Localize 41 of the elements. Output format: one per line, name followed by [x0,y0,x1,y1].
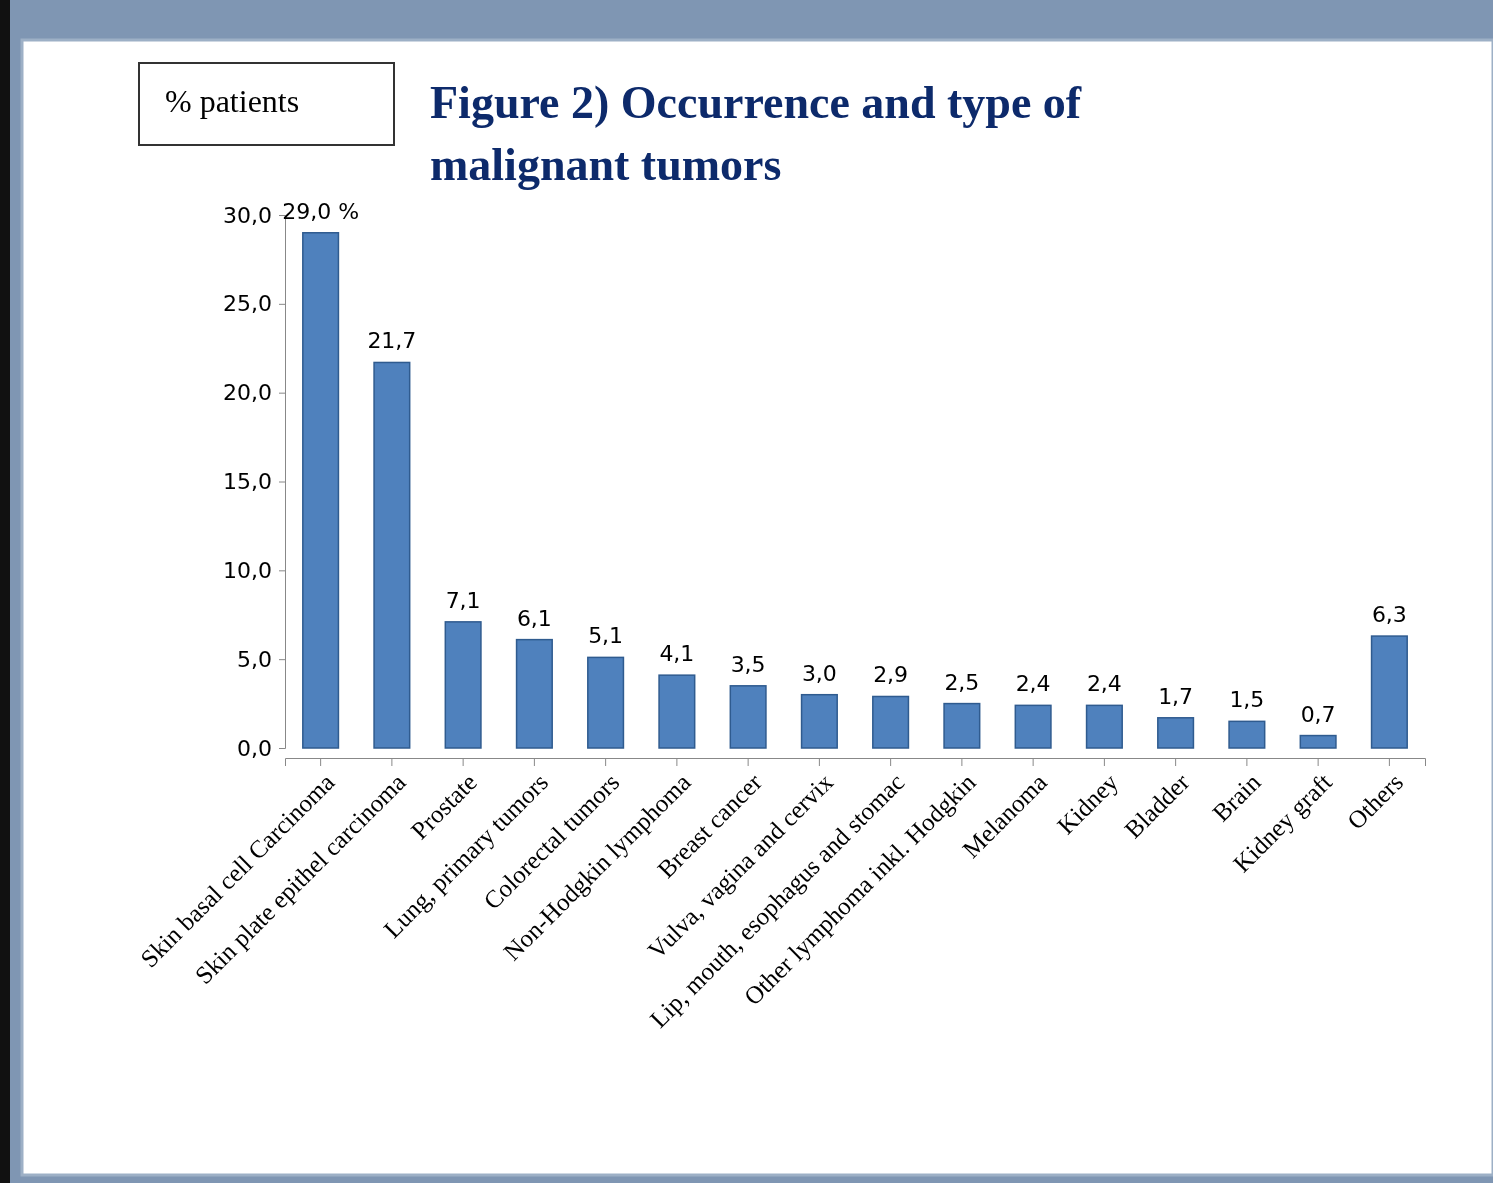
y-tick-label: 0,0 [237,735,272,761]
bar [302,232,340,749]
y-axis-title: % patients [165,83,300,119]
bar [729,685,767,749]
data-label: 1,7 [1158,683,1194,709]
bar [1228,720,1266,749]
bar [373,361,411,749]
data-label: 5,1 [588,623,624,649]
bar [1014,704,1052,749]
bar [1370,635,1408,749]
bar [515,638,553,749]
y-tick-label: 10,0 [223,557,272,583]
bar [444,621,482,749]
y-tick-label: 25,0 [223,291,272,317]
bar [1299,734,1337,749]
bar [587,656,625,749]
bar [800,693,838,749]
bar [658,674,696,749]
data-label: 2,4 [1086,671,1122,697]
y-tick-label: 30,0 [223,202,272,228]
data-label: 2,4 [1015,671,1051,697]
data-label: 6,1 [516,605,552,631]
data-label: 3,0 [801,660,837,686]
data-label: 1,5 [1229,687,1265,713]
bar [943,702,981,749]
y-tick-label: 5,0 [237,646,272,672]
data-label: 6,3 [1371,602,1407,628]
bar [872,695,910,749]
data-label: 29,0 % [282,198,360,224]
data-label: 3,5 [730,651,766,677]
bar [1085,704,1123,749]
data-label: 2,5 [944,669,980,695]
data-label: 4,1 [659,641,695,667]
data-label: 7,1 [445,587,481,613]
data-label: 21,7 [367,328,417,354]
chart-title: Figure 2) Occurrence and type of malignant tumors [430,77,1082,190]
y-tick-label: 20,0 [223,380,272,406]
data-label: 0,7 [1300,701,1336,727]
y-tick-label: 15,0 [223,469,272,495]
data-label: 2,9 [873,662,909,688]
bar [1157,717,1195,749]
